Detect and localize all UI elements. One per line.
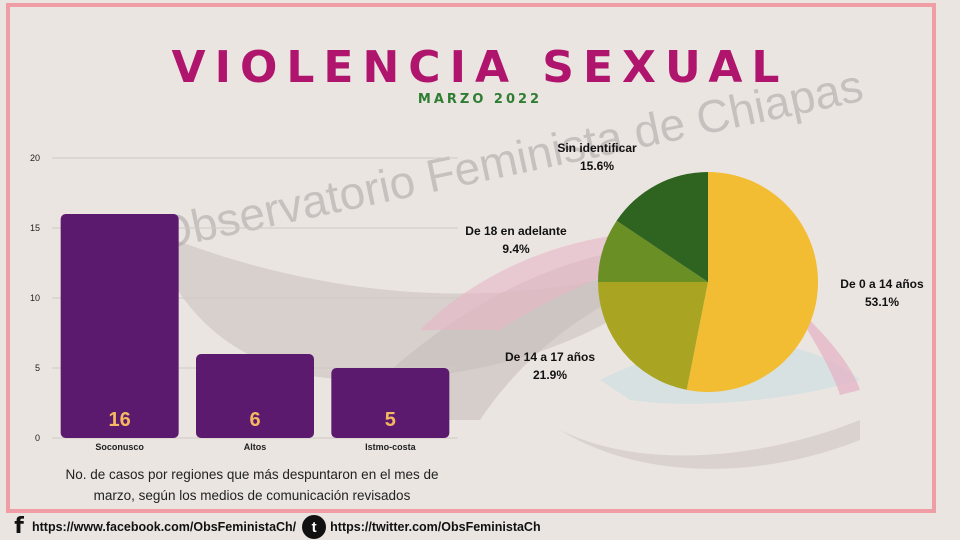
y-tick-label: 20 xyxy=(30,153,40,163)
y-tick-label: 10 xyxy=(30,293,40,303)
footer: f https://www.facebook.com/ObsFeministaC… xyxy=(0,514,960,540)
pie-slice xyxy=(686,172,818,392)
twitter-icon[interactable]: t xyxy=(302,515,327,539)
caption-line: No. de casos por regiones que más despun… xyxy=(65,467,439,482)
bar-chart: 0 5 10 15 20 16 Soconusco 6 Altos 5 Istmo-costa xyxy=(30,153,458,450)
pie-slice xyxy=(598,282,708,390)
pie-label: De 0 a 14 años xyxy=(840,277,924,291)
facebook-icon[interactable]: f xyxy=(14,514,24,539)
twitter-link[interactable]: https://twitter.com/ObsFeministaCh xyxy=(330,520,541,534)
bar xyxy=(331,368,450,438)
y-tick-label: 15 xyxy=(30,223,40,233)
pie-percent-label: 53.1% xyxy=(865,295,899,309)
chart-caption: No. de casos por regiones que más despun… xyxy=(52,464,452,506)
pie-chart: De 0 a 14 años 53.1% De 14 a 17 años 21.9% D… xyxy=(465,141,924,392)
x-tick-label: Altos xyxy=(244,442,267,450)
y-tick-label: 5 xyxy=(35,363,40,373)
pie-percent-label: 9.4% xyxy=(502,242,530,256)
bar xyxy=(60,214,179,438)
bar-value-label: 6 xyxy=(249,409,260,431)
pie-percent-label: 21.9% xyxy=(533,368,567,382)
facebook-link[interactable]: https://www.facebook.com/ObsFeministaCh/ xyxy=(32,520,297,534)
bar xyxy=(196,354,314,438)
x-tick-label: Istmo-costa xyxy=(365,442,417,450)
page-frame xyxy=(6,3,936,513)
pie-label: Sin identificar xyxy=(557,141,637,155)
bar-value-label: 5 xyxy=(385,409,396,431)
pie-slice xyxy=(616,172,708,282)
y-tick-label: 0 xyxy=(35,433,40,443)
pie-label: De 18 en adelante xyxy=(465,224,567,238)
bar-value-label: 16 xyxy=(109,409,131,431)
page-title: VIOLENCIA SEXUAL xyxy=(171,42,789,93)
page-subtitle: MARZO 2022 xyxy=(417,92,543,107)
x-tick-label: Soconusco xyxy=(95,442,144,450)
pie-label: De 14 a 17 años xyxy=(505,350,595,364)
pie-percent-label: 15.6% xyxy=(580,159,614,173)
caption-line: marzo, según los medios de comunicación … xyxy=(93,488,411,503)
pie-slice xyxy=(598,220,708,282)
